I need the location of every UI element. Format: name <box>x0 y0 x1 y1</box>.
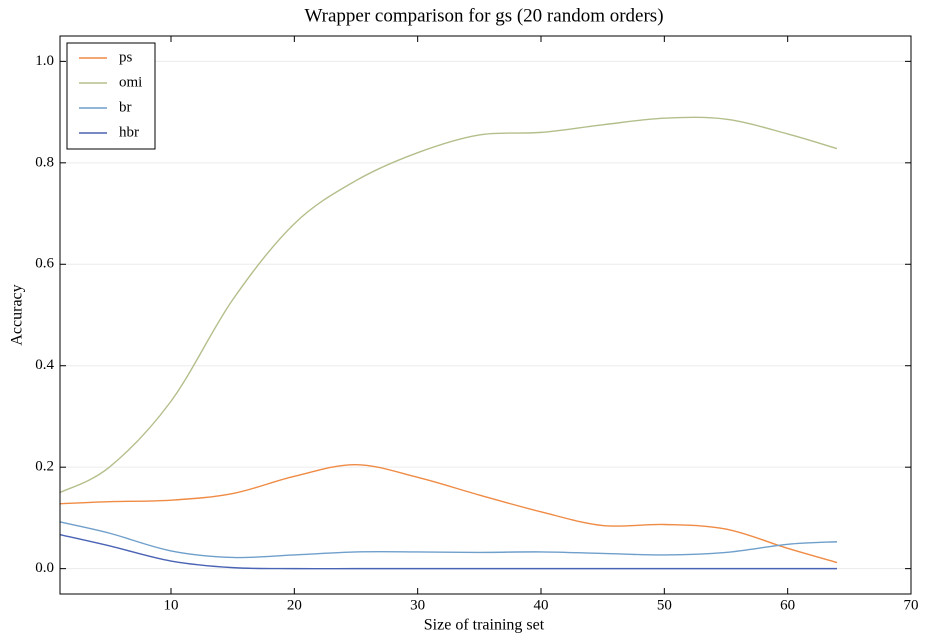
x-tick-label: 10 <box>164 597 179 613</box>
y-tick-label: 0.4 <box>35 357 54 373</box>
y-tick-label: 0.2 <box>35 459 54 475</box>
legend-label: omi <box>119 74 142 90</box>
line-series <box>59 533 837 570</box>
legend-label: br <box>119 99 132 115</box>
y-tick-label: 0.6 <box>35 256 54 272</box>
y-axis-label: Accuracy <box>9 284 26 345</box>
x-tick-label: 60 <box>780 597 795 613</box>
x-tick-label: 40 <box>534 597 549 613</box>
x-tick-label: 70 <box>904 597 919 613</box>
y-tick-label: 0.8 <box>35 154 54 170</box>
x-tick-label: 50 <box>657 597 672 613</box>
line-series <box>59 463 838 564</box>
y-tick-label: 0.0 <box>35 560 54 576</box>
x-tick-label: 20 <box>287 597 302 613</box>
legend-box <box>66 42 156 150</box>
y-tick-label: 1.0 <box>35 53 54 69</box>
x-axis-label: Size of training set <box>424 617 545 634</box>
legend-label: hbr <box>119 124 139 140</box>
plot-frame <box>59 35 912 595</box>
chart-title: Wrapper comparison for gs (20 random ord… <box>304 5 663 26</box>
line-series <box>59 521 838 559</box>
line-series <box>59 116 838 494</box>
legend-label: ps <box>119 49 133 65</box>
x-tick-label: 30 <box>410 597 425 613</box>
